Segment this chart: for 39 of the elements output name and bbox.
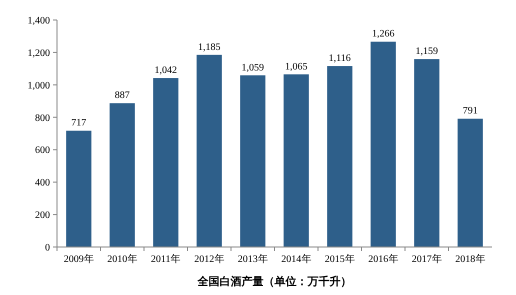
x-tick-label: 2017年 — [412, 253, 442, 265]
data-label: 1,059 — [242, 62, 264, 74]
y-tick-label: 0 — [45, 242, 50, 254]
data-label: 887 — [114, 90, 130, 102]
bar — [458, 118, 483, 247]
x-tick-label: 2011年 — [150, 253, 181, 265]
data-label: 1,266 — [372, 28, 394, 40]
x-tick-label: 2013年 — [238, 253, 268, 265]
x-tick-label: 2009年 — [64, 253, 94, 265]
x-tick-label: 2010年 — [107, 253, 138, 265]
bar — [284, 74, 309, 247]
x-tick-label: 2014年 — [281, 253, 312, 265]
bar — [327, 66, 352, 247]
y-tick-label: 400 — [35, 178, 50, 189]
data-label: 1,116 — [328, 53, 351, 64]
x-tick-label: 2016年 — [368, 253, 398, 265]
y-tick-label: 1,000 — [28, 80, 50, 92]
bar — [153, 78, 178, 247]
bar — [240, 75, 266, 247]
data-label: 1,065 — [285, 61, 308, 72]
data-label: 717 — [71, 118, 86, 129]
x-tick-label: 2018年 — [455, 253, 486, 265]
data-label: 1,042 — [154, 65, 177, 76]
bar — [196, 54, 222, 247]
bar — [414, 59, 440, 247]
y-tick-label: 1,400 — [28, 16, 50, 26]
y-tick-label: 200 — [35, 210, 50, 222]
x-axis-title: 全国白酒产量（单位：万千升） — [196, 275, 352, 288]
y-tick-label: 600 — [35, 145, 50, 156]
x-tick-label: 2015年 — [324, 253, 355, 265]
bar — [370, 42, 396, 247]
x-tick-label: 2012年 — [194, 253, 224, 265]
data-label: 791 — [462, 106, 478, 117]
bar — [110, 103, 135, 247]
y-tick-label: 1,200 — [28, 48, 50, 59]
data-label: 1,159 — [416, 46, 438, 58]
bar — [66, 130, 92, 247]
data-label: 1,185 — [198, 42, 220, 53]
y-tick-label: 800 — [35, 112, 50, 124]
